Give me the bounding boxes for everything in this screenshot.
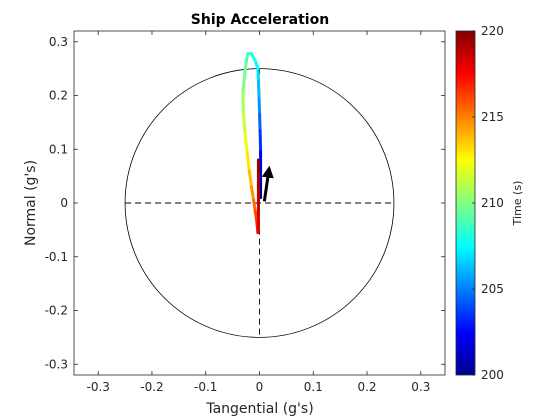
colorbar-tick-label: 200 bbox=[481, 368, 504, 382]
y-axis-label: Normal (g's) bbox=[23, 160, 39, 246]
trajectory-segment bbox=[242, 61, 248, 79]
x-tick-label: -0.2 bbox=[140, 380, 163, 394]
trajectory-segment bbox=[241, 110, 247, 135]
trajectory-segment bbox=[256, 67, 260, 81]
colorbar-axis: 200 205 210 215 220 bbox=[472, 24, 504, 382]
colorbar-label: Time (s) bbox=[511, 181, 524, 227]
x-tick-label: -0.1 bbox=[194, 380, 217, 394]
colorbar-tick-label: 205 bbox=[481, 282, 504, 296]
y-tick-label: -0.1 bbox=[45, 250, 68, 264]
x-axis: -0.3 -0.2 -0.1 0 0.1 0.2 0.3 bbox=[86, 31, 430, 394]
trajectory-segment bbox=[253, 209, 259, 224]
trajectory-segment bbox=[243, 131, 249, 154]
chart-title: Ship Acceleration bbox=[191, 12, 329, 28]
trajectory-segment bbox=[252, 198, 257, 213]
x-tick-label: 0.1 bbox=[304, 380, 323, 394]
y-tick-label: 0.1 bbox=[49, 142, 68, 156]
trajectory-segment bbox=[258, 126, 263, 151]
x-tick-label: -0.3 bbox=[86, 380, 109, 394]
trajectory-segment bbox=[258, 110, 262, 130]
y-tick-label: 0.2 bbox=[49, 89, 68, 103]
colorbar-tick-label: 220 bbox=[481, 24, 504, 38]
trajectory-segment bbox=[247, 169, 253, 189]
y-tick-label: -0.2 bbox=[45, 304, 68, 318]
trajectory-segment bbox=[249, 185, 256, 202]
trajectory-segment bbox=[256, 77, 261, 97]
y-axis: -0.3 -0.2 -0.1 0 0.1 0.2 0.3 bbox=[45, 35, 445, 371]
y-tick-label: 0.3 bbox=[49, 35, 68, 49]
x-tick-label: 0.2 bbox=[357, 380, 376, 394]
trajectory-segment bbox=[245, 150, 251, 173]
trajectory-segment bbox=[257, 94, 261, 114]
y-tick-label: 0 bbox=[60, 196, 68, 210]
trajectory-segment bbox=[241, 75, 246, 95]
acceleration-vector-arrow bbox=[261, 165, 274, 202]
trajectory-segment bbox=[241, 91, 245, 114]
series-layer bbox=[241, 52, 274, 235]
x-tick-label: 0 bbox=[256, 380, 264, 394]
trajectory-segment bbox=[244, 52, 250, 65]
x-axis-label: Tangential (g's) bbox=[205, 401, 313, 417]
x-tick-label: 0.3 bbox=[411, 380, 430, 394]
y-tick-label: -0.3 bbox=[45, 357, 68, 371]
colorbar-tick-label: 215 bbox=[481, 110, 504, 124]
colorbar-tick-label: 210 bbox=[481, 196, 504, 210]
